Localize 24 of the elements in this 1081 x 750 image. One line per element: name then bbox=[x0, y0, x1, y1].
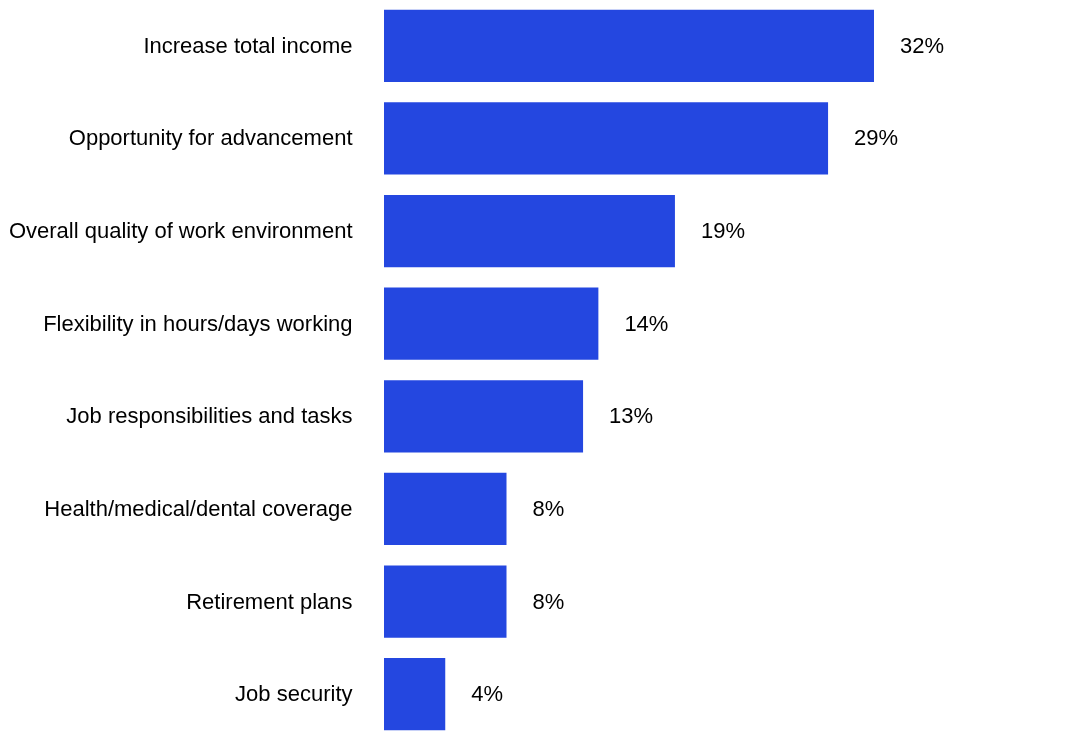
bar bbox=[384, 9, 874, 82]
y-tick-label: Retirement plans bbox=[186, 588, 353, 614]
y-tick-label: Health/medical/dental coverage bbox=[44, 495, 353, 521]
bar bbox=[384, 658, 446, 731]
y-tick-label: Job security bbox=[235, 681, 353, 707]
bar bbox=[384, 287, 599, 360]
bar bbox=[384, 102, 829, 175]
y-tick-label: Opportunity for advancement bbox=[68, 125, 353, 151]
data-label: 14% bbox=[624, 310, 669, 336]
bar bbox=[384, 565, 507, 638]
data-label: 8% bbox=[532, 495, 565, 521]
data-label: 32% bbox=[900, 32, 945, 58]
data-label: 8% bbox=[532, 588, 565, 614]
data-label: 29% bbox=[854, 125, 899, 151]
data-label: 19% bbox=[700, 218, 745, 244]
bar bbox=[384, 380, 584, 453]
y-tick-label: Increase total income bbox=[143, 32, 353, 58]
data-label: 13% bbox=[609, 403, 654, 429]
y-tick-label: Flexibility in hours/days working bbox=[43, 310, 353, 336]
data-label: 4% bbox=[471, 681, 504, 707]
bar bbox=[384, 194, 675, 268]
y-tick-label: Overall quality of work environment bbox=[8, 218, 353, 244]
bar bbox=[384, 472, 507, 546]
y-tick-label: Job responsibilities and tasks bbox=[66, 403, 353, 429]
